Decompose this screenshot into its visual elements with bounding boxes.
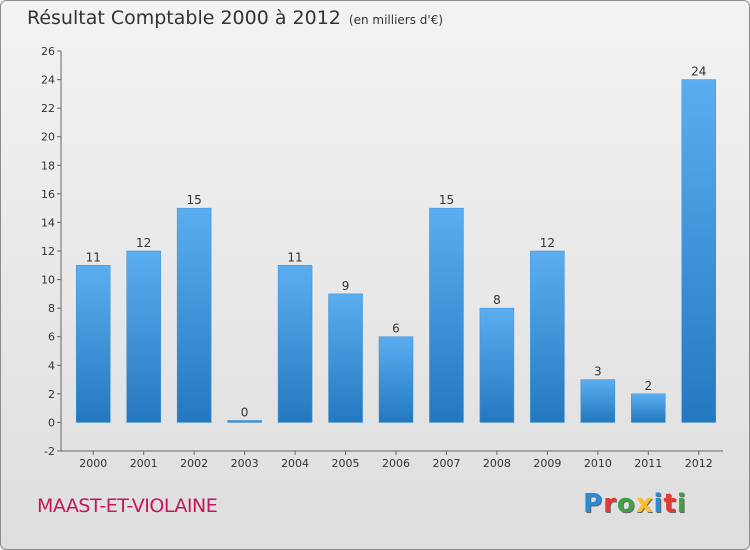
- bar-value-label: 11: [287, 250, 302, 264]
- place-name: MAAST-ET-VIOLAINE: [37, 495, 218, 517]
- x-tick-label: 2009: [533, 457, 561, 470]
- x-tick-label: 2002: [180, 457, 208, 470]
- y-tick-label: 22: [41, 102, 55, 115]
- bar-value-label: 15: [187, 193, 202, 207]
- y-tick-label: 26: [41, 45, 55, 58]
- x-tick-label: 2007: [432, 457, 460, 470]
- bar-value-label: 0: [241, 405, 249, 419]
- y-tick-label: 6: [48, 331, 55, 344]
- logo-letter: P: [583, 489, 604, 519]
- logo-letter: i: [676, 489, 687, 519]
- bar-2004: [277, 265, 313, 423]
- bar-2005: [328, 293, 363, 423]
- y-tick-label: 24: [41, 74, 55, 87]
- x-tick-label: 2011: [634, 457, 662, 470]
- bar-value-label: 15: [439, 193, 454, 207]
- y-tick-label: 20: [41, 131, 55, 144]
- logo-letter: x: [635, 489, 654, 519]
- y-tick-label: 16: [41, 188, 55, 201]
- bar-value-label: 9: [342, 279, 350, 293]
- y-tick-label: 10: [41, 274, 55, 287]
- x-tick-label: 2004: [281, 457, 309, 470]
- bar-value-label: 8: [493, 293, 501, 307]
- bar-value-label: 3: [594, 365, 602, 379]
- bar-value-label: 6: [392, 322, 400, 336]
- y-tick-label: 2: [48, 388, 55, 401]
- x-tick-label: 2003: [231, 457, 259, 470]
- bar-2006: [378, 336, 414, 423]
- x-tick-label: 2000: [79, 457, 107, 470]
- y-tick-label: 14: [41, 216, 55, 229]
- x-tick-label: 2005: [332, 457, 360, 470]
- x-tick-label: 2010: [584, 457, 612, 470]
- bar-2008: [479, 307, 515, 423]
- x-tick-label: 2008: [483, 457, 511, 470]
- bar-value-label: 12: [136, 236, 151, 250]
- y-tick-label: 8: [48, 302, 55, 315]
- x-tick-label: 2001: [130, 457, 158, 470]
- bar-2002: [176, 207, 212, 423]
- bar-2011: [631, 393, 666, 423]
- bar-2010: [580, 379, 616, 423]
- bar-value-label: 2: [644, 379, 652, 393]
- x-tick-label: 2012: [685, 457, 713, 470]
- bar-2001: [126, 250, 161, 423]
- x-tick-label: 2006: [382, 457, 410, 470]
- chart-title: Résultat Comptable 2000 à 2012: [27, 7, 341, 29]
- bar-2012: [681, 79, 717, 423]
- y-tick-label: 18: [41, 159, 55, 172]
- logo-letter: o: [616, 489, 636, 519]
- y-tick-label: 4: [48, 359, 55, 372]
- bar-value-label: 11: [86, 250, 101, 264]
- bar-value-label: 24: [691, 65, 706, 79]
- logo-letter: t: [663, 489, 677, 519]
- proxiti-logo: Proxiti: [583, 489, 687, 519]
- bar-2000: [75, 265, 111, 423]
- y-tick-label: -2: [44, 445, 55, 458]
- bar-value-label: 12: [540, 236, 555, 250]
- y-tick-label: 0: [48, 416, 55, 429]
- logo-letter: i: [653, 489, 664, 519]
- bar-2003: [227, 420, 262, 423]
- logo-letter: r: [603, 489, 617, 519]
- y-tick-label: 12: [41, 245, 55, 258]
- chart-title-block: Résultat Comptable 2000 à 2012 (en millie…: [27, 7, 443, 29]
- bar-2007: [429, 207, 464, 423]
- bar-2009: [530, 250, 565, 423]
- chart-subtitle: (en milliers d'€): [348, 13, 444, 27]
